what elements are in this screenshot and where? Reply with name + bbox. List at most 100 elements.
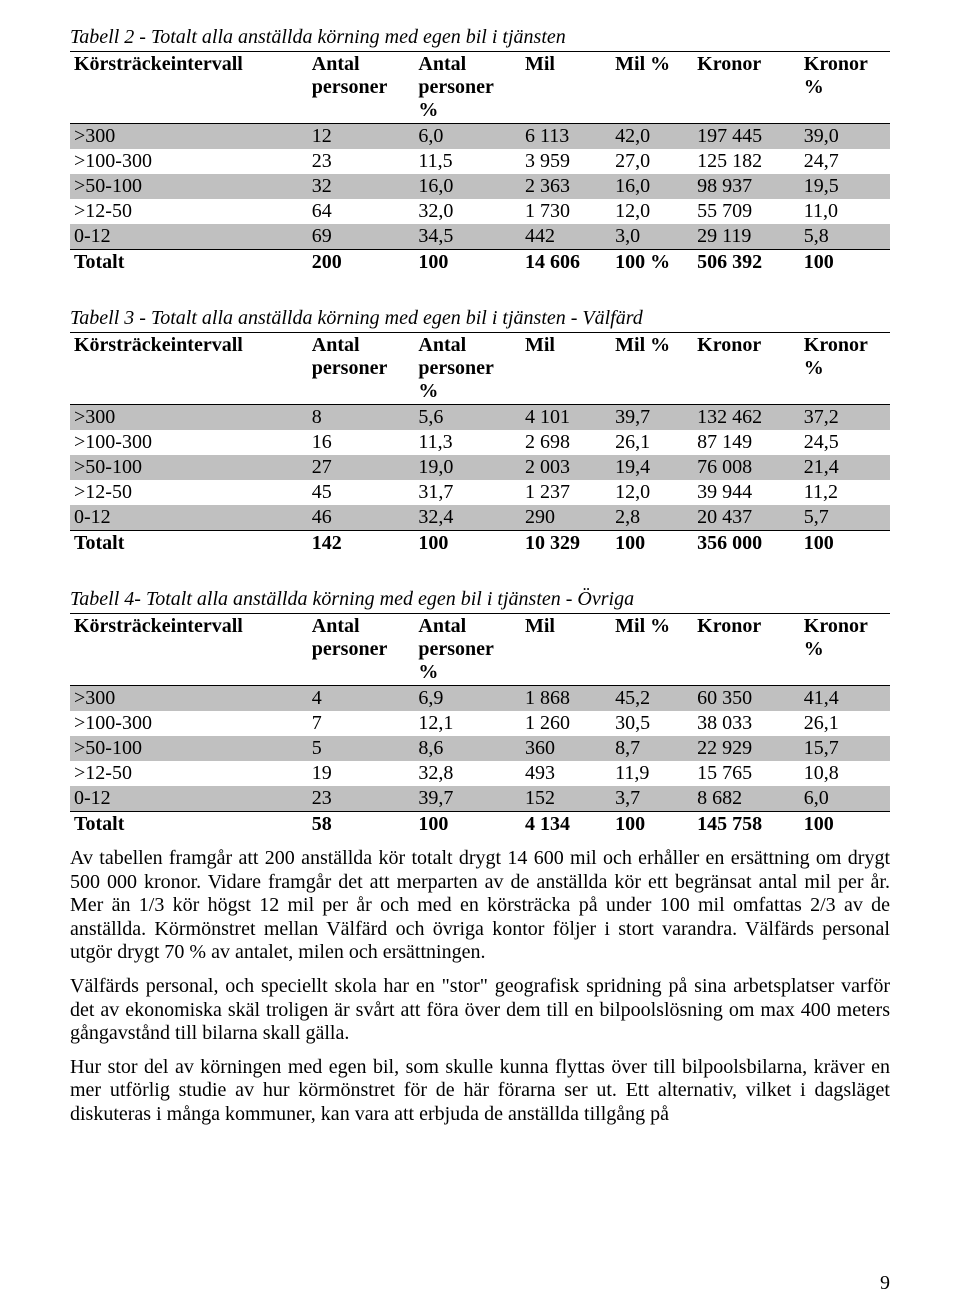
table-total-cell: 100	[611, 812, 693, 838]
table-cell: 8,7	[611, 736, 693, 761]
table-cell: 197 445	[693, 124, 800, 150]
paragraph-3: Hur stor del av körningen med egen bil, …	[70, 1056, 890, 1127]
table-header-row: KörsträckeintervallAntal personerAntal p…	[70, 333, 890, 405]
table-title-2: Tabell 3 - Totalt alla anställda körning…	[70, 307, 890, 330]
table-total-cell: 10 329	[521, 531, 611, 557]
table-total-row: Totalt20010014 606100 %506 392100	[70, 250, 890, 276]
table-cell: 26,1	[611, 430, 693, 455]
table-cell: >12-50	[70, 199, 308, 224]
table-cell: 20 437	[693, 505, 800, 531]
table-cell: 39,0	[800, 124, 890, 150]
header-mil: Mil	[521, 52, 611, 124]
table-row: >12-506432,01 73012,055 70911,0	[70, 199, 890, 224]
table-cell: 125 182	[693, 149, 800, 174]
table-row: >30085,64 10139,7132 46237,2	[70, 405, 890, 431]
table-cell: 6,9	[414, 686, 521, 712]
data-table-2: KörsträckeintervallAntal personerAntal p…	[70, 332, 890, 556]
table-cell: 19,0	[414, 455, 521, 480]
table-row: >30046,91 86845,260 35041,4	[70, 686, 890, 712]
table-cell: 1 868	[521, 686, 611, 712]
table-cell: >12-50	[70, 480, 308, 505]
table-cell: 493	[521, 761, 611, 786]
table-total-cell: 100	[414, 531, 521, 557]
table-cell: >50-100	[70, 736, 308, 761]
table-total-cell: 356 000	[693, 531, 800, 557]
table-cell: 8 682	[693, 786, 800, 812]
table-cell: 46	[308, 505, 415, 531]
table-header-row: KörsträckeintervallAntal personerAntal p…	[70, 614, 890, 686]
table-cell: >300	[70, 686, 308, 712]
table-cell: 41,4	[800, 686, 890, 712]
table-cell: 39,7	[611, 405, 693, 431]
table-cell: 64	[308, 199, 415, 224]
table-cell: 5,8	[800, 224, 890, 250]
table-cell: 7	[308, 711, 415, 736]
header-mil-pct: Mil %	[611, 52, 693, 124]
table-cell: 360	[521, 736, 611, 761]
table-total-cell: 100	[800, 531, 890, 557]
header-kronor-pct: Kronor %	[800, 333, 890, 405]
table-cell: 442	[521, 224, 611, 250]
header-kronor-pct: Kronor %	[800, 52, 890, 124]
table-cell: 45	[308, 480, 415, 505]
table-cell: 21,4	[800, 455, 890, 480]
table-cell: 22 929	[693, 736, 800, 761]
table-total-cell: 100	[611, 531, 693, 557]
header-kronor: Kronor	[693, 614, 800, 686]
table-title-3: Tabell 4- Totalt alla anställda körning …	[70, 588, 890, 611]
table-cell: 87 149	[693, 430, 800, 455]
table-row: >100-300712,11 26030,538 03326,1	[70, 711, 890, 736]
table-cell: 3,7	[611, 786, 693, 812]
table-cell: 8,6	[414, 736, 521, 761]
table-total-cell: 142	[308, 531, 415, 557]
table-cell: 31,7	[414, 480, 521, 505]
table-cell: 0-12	[70, 786, 308, 812]
table-cell: 42,0	[611, 124, 693, 150]
header-persons: Antal personer	[308, 614, 415, 686]
table-cell: 5	[308, 736, 415, 761]
header-kronor-pct: Kronor %	[800, 614, 890, 686]
header-persons-pct: Antal personer %	[414, 614, 521, 686]
table-cell: 1 260	[521, 711, 611, 736]
table-cell: 12,0	[611, 480, 693, 505]
table-row: >12-504531,71 23712,039 94411,2	[70, 480, 890, 505]
table-total-cell: 100	[800, 250, 890, 276]
table-cell: 2,8	[611, 505, 693, 531]
table-total-cell: Totalt	[70, 531, 308, 557]
table-cell: >100-300	[70, 430, 308, 455]
table-cell: 27	[308, 455, 415, 480]
table-cell: 29 119	[693, 224, 800, 250]
table-cell: 16,0	[611, 174, 693, 199]
table-cell: 39,7	[414, 786, 521, 812]
table-cell: >50-100	[70, 455, 308, 480]
table-cell: 2 003	[521, 455, 611, 480]
table-row: >100-3001611,32 69826,187 14924,5	[70, 430, 890, 455]
table-cell: 39 944	[693, 480, 800, 505]
table-row: >50-1003216,02 36316,098 93719,5	[70, 174, 890, 199]
table-cell: 98 937	[693, 174, 800, 199]
table-cell: 30,5	[611, 711, 693, 736]
table-total-cell: 200	[308, 250, 415, 276]
table-cell: 60 350	[693, 686, 800, 712]
table-cell: 11,9	[611, 761, 693, 786]
table-cell: 19	[308, 761, 415, 786]
table-cell: 37,2	[800, 405, 890, 431]
tables-container: Tabell 2 - Totalt alla anställda körning…	[70, 26, 890, 837]
paragraph-2: Välfärds personal, och speciellt skola h…	[70, 975, 890, 1046]
table-cell: 69	[308, 224, 415, 250]
table-header-row: KörsträckeintervallAntal personerAntal p…	[70, 52, 890, 124]
data-table-3: KörsträckeintervallAntal personerAntal p…	[70, 613, 890, 837]
data-table-1: KörsträckeintervallAntal personerAntal p…	[70, 51, 890, 275]
table-cell: 26,1	[800, 711, 890, 736]
table-row: 0-126934,54423,029 1195,8	[70, 224, 890, 250]
table-cell: 132 462	[693, 405, 800, 431]
table-cell: >100-300	[70, 149, 308, 174]
table-row: 0-124632,42902,820 4375,7	[70, 505, 890, 531]
table-total-cell: 506 392	[693, 250, 800, 276]
table-cell: 32,0	[414, 199, 521, 224]
table-cell: 2 698	[521, 430, 611, 455]
table-total-cell: 145 758	[693, 812, 800, 838]
table-cell: 11,0	[800, 199, 890, 224]
table-cell: 55 709	[693, 199, 800, 224]
table-cell: >300	[70, 124, 308, 150]
